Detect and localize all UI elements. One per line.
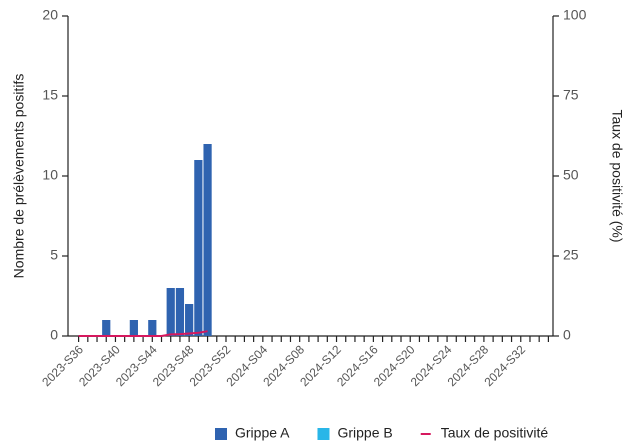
bar [166,288,175,336]
legend-label: Taux de positivité [441,425,549,441]
y2-tick-label: 75 [563,87,579,103]
bar [194,160,203,336]
y2-axis-label: Taux de positivité (%) [609,109,625,242]
y-tick-label: 20 [42,7,58,23]
y-tick-label: 15 [42,87,58,103]
legend-swatch [317,428,330,440]
legend-label: Grippe A [235,425,290,441]
y-tick-label: 5 [50,247,58,263]
bar [185,304,194,336]
y-axis-label: Nombre de prélèvements positifs [11,74,27,279]
legend-swatch [215,428,227,440]
bar [102,320,111,336]
y2-tick-label: 0 [563,327,571,343]
y-tick-label: 10 [42,167,58,183]
x-tick-label: 2024-S32 [481,342,528,389]
bar [175,288,185,336]
line [78,330,208,337]
y2-tick-label: 50 [563,167,579,183]
bar [148,320,157,336]
bar [203,144,212,336]
y2-tick-label: 100 [563,7,587,23]
legend-label: Grippe B [337,425,392,441]
y-tick-label: 0 [50,327,58,343]
y2-tick-label: 25 [563,247,579,263]
bar [129,320,138,336]
